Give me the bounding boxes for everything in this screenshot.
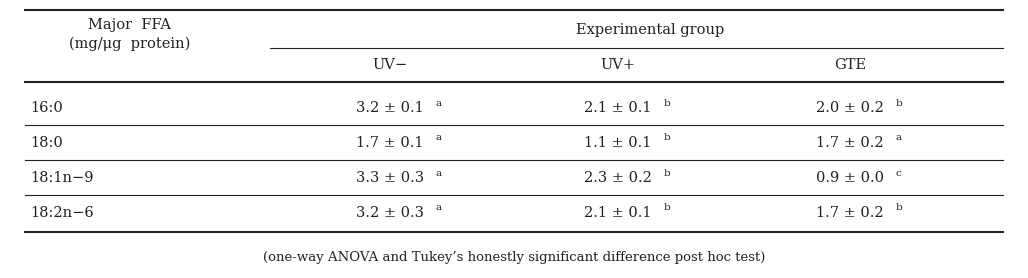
Text: 1.7 ± 0.2: 1.7 ± 0.2 [816, 136, 884, 150]
Text: a: a [436, 133, 442, 143]
Text: 3.2 ± 0.3: 3.2 ± 0.3 [356, 206, 424, 220]
Text: 2.1 ± 0.1: 2.1 ± 0.1 [584, 101, 652, 115]
Text: 2.0 ± 0.2: 2.0 ± 0.2 [816, 101, 884, 115]
Text: a: a [436, 203, 442, 212]
Text: 3.3 ± 0.3: 3.3 ± 0.3 [356, 171, 425, 185]
Text: (one-way ANOVA and Tukey’s honestly significant difference post hoc test): (one-way ANOVA and Tukey’s honestly sign… [263, 252, 765, 264]
Text: 18:0: 18:0 [30, 136, 63, 150]
Text: 2.3 ± 0.2: 2.3 ± 0.2 [584, 171, 652, 185]
Text: GTE: GTE [834, 58, 866, 72]
Text: 0.9 ± 0.0: 0.9 ± 0.0 [816, 171, 884, 185]
Text: Major  FFA: Major FFA [88, 18, 172, 32]
Text: b: b [663, 133, 670, 143]
Text: b: b [895, 203, 903, 212]
Text: b: b [663, 98, 670, 108]
Text: b: b [895, 98, 903, 108]
Text: 1.7 ± 0.1: 1.7 ± 0.1 [357, 136, 424, 150]
Text: 1.1 ± 0.1: 1.1 ± 0.1 [584, 136, 652, 150]
Text: (mg/μg  protein): (mg/μg protein) [69, 37, 190, 51]
Text: c: c [895, 168, 902, 177]
Text: 2.1 ± 0.1: 2.1 ± 0.1 [584, 206, 652, 220]
Text: 1.7 ± 0.2: 1.7 ± 0.2 [816, 206, 884, 220]
Text: Experimental group: Experimental group [576, 23, 724, 37]
Text: a: a [436, 168, 442, 177]
Text: b: b [664, 168, 670, 177]
Text: a: a [895, 133, 902, 143]
Text: 18:2n−6: 18:2n−6 [30, 206, 94, 220]
Text: b: b [663, 203, 670, 212]
Text: 18:1n−9: 18:1n−9 [30, 171, 94, 185]
Text: 3.2 ± 0.1: 3.2 ± 0.1 [356, 101, 424, 115]
Text: UV−: UV− [372, 58, 407, 72]
Text: a: a [436, 98, 442, 108]
Text: UV+: UV+ [600, 58, 635, 72]
Text: 16:0: 16:0 [30, 101, 63, 115]
